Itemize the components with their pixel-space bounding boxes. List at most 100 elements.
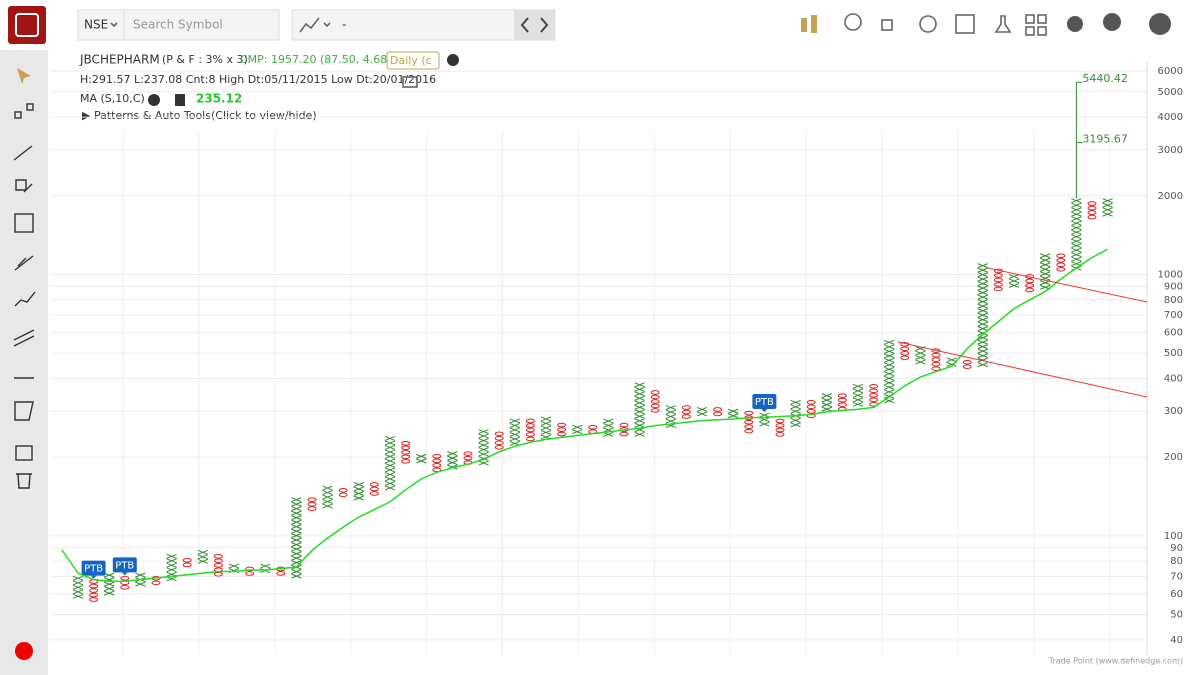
settings-icon[interactable] — [844, 13, 862, 31]
navigate-button[interactable] — [514, 10, 555, 40]
o-column — [401, 440, 411, 464]
rect-tool — [26, 103, 34, 111]
chart-settings[interactable] — [447, 54, 459, 66]
dropdown-arrow — [323, 22, 331, 28]
save-icon[interactable] — [955, 14, 975, 34]
x-column — [728, 408, 739, 419]
pattern-tool[interactable] — [14, 401, 34, 421]
ptb-label: PTB — [115, 560, 134, 571]
o-column — [369, 482, 379, 496]
patterns-toggle[interactable]: ▶ Patterns & Auto Tools(Click to view/hi… — [82, 109, 317, 122]
y-tick-label: 1000 — [1158, 269, 1183, 280]
gear-icon[interactable] — [1067, 16, 1083, 32]
layout-icon — [1037, 26, 1047, 36]
y-tick-label: 3000 — [1158, 145, 1183, 156]
user-icon[interactable] — [1149, 13, 1171, 35]
x-column — [291, 497, 302, 579]
chart-type-icon[interactable] — [299, 17, 320, 33]
x-column — [540, 416, 552, 440]
ptb-label: PTB — [84, 564, 103, 575]
search-input[interactable]: Search Symbol — [133, 18, 223, 32]
symbol-search[interactable] — [77, 9, 280, 41]
layout-icon[interactable] — [1025, 14, 1035, 24]
y-tick-label: 6000 — [1158, 66, 1183, 77]
x-column — [166, 553, 177, 582]
ma-delete[interactable] — [175, 94, 185, 106]
pointer-tool[interactable] — [17, 68, 31, 84]
lab-icon[interactable] — [994, 15, 1012, 33]
x-column — [821, 393, 832, 412]
y-tick-label: 500 — [1164, 348, 1183, 359]
o-column — [806, 400, 816, 419]
footer: Trade Point (www.definedge.com) — [1048, 657, 1183, 666]
record-button[interactable] — [15, 642, 33, 660]
ptb-pointer — [121, 572, 128, 576]
o-column — [307, 497, 317, 511]
x-column — [852, 383, 864, 407]
x-column — [946, 357, 957, 367]
tools-icon[interactable] — [919, 15, 937, 33]
x-column — [104, 572, 115, 596]
exchange-select[interactable]: NSE — [84, 18, 108, 32]
hide-tool[interactable] — [15, 445, 33, 461]
o-column — [276, 566, 286, 576]
x-column — [603, 418, 614, 437]
o-column — [775, 418, 785, 437]
ma-last: 235.12 — [196, 92, 242, 106]
x-column — [322, 485, 333, 509]
y-tick-label: 4000 — [1158, 112, 1183, 123]
timeframe-select[interactable] — [386, 51, 440, 70]
o-column — [931, 348, 941, 371]
channel-tool[interactable] — [13, 329, 35, 347]
navigate-icon — [520, 17, 549, 33]
x-column — [1102, 198, 1113, 217]
logo[interactable] — [8, 6, 46, 44]
o-column — [213, 553, 223, 577]
logo-mark — [15, 13, 39, 37]
x-column — [478, 429, 489, 466]
toolbar-icons — [801, 13, 1171, 36]
y-tick-label: 100 — [1164, 531, 1183, 542]
x-column — [197, 549, 208, 564]
resize-icon[interactable] — [881, 19, 893, 31]
text-tool[interactable] — [14, 213, 34, 233]
y-tick-label: 900 — [1164, 281, 1183, 292]
help-icon[interactable] — [1103, 13, 1121, 31]
x-column — [416, 453, 427, 464]
candle-icon[interactable] — [801, 18, 807, 32]
path-tool[interactable] — [14, 291, 36, 307]
o-column — [869, 384, 879, 407]
interval[interactable]: - — [342, 18, 346, 32]
x-column — [977, 263, 988, 368]
o-column — [837, 393, 847, 412]
ma-settings[interactable] — [148, 94, 160, 106]
x-column — [228, 563, 240, 574]
delete-tool[interactable] — [16, 473, 32, 489]
y-tick-label: 300 — [1164, 406, 1183, 417]
y-tick-label: 2000 — [1158, 191, 1183, 202]
o-column — [525, 418, 535, 442]
y-tick-label: 50 — [1170, 610, 1183, 621]
ptb-label: PTB — [755, 397, 774, 408]
shape-tool[interactable] — [15, 179, 33, 193]
ptb-marker — [752, 394, 777, 410]
line-tool[interactable] — [13, 145, 33, 161]
y-tick-label: 700 — [1164, 310, 1183, 321]
symbol: JBCHEPHARM — [79, 53, 160, 67]
comment-icon[interactable] — [402, 76, 418, 88]
y-tick-label: 90 — [1170, 543, 1183, 554]
fib-tool[interactable] — [14, 255, 34, 271]
timeframe: Daily (c — [390, 54, 432, 67]
o-column — [182, 558, 192, 568]
y-tick-label: 80 — [1170, 556, 1183, 567]
y-tick-label: 5000 — [1158, 87, 1183, 98]
o-column — [432, 454, 442, 473]
rect-tool[interactable] — [14, 111, 22, 119]
drawing-tools — [13, 68, 36, 660]
interval-bar — [291, 9, 556, 41]
y-tick-label: 400 — [1164, 373, 1183, 384]
x-column — [696, 406, 708, 417]
o-column — [494, 431, 504, 450]
o-column — [338, 488, 348, 498]
y-tick-label: 800 — [1164, 295, 1183, 306]
